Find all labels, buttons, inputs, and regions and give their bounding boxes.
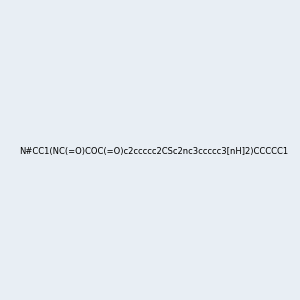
Text: N#CC1(NC(=O)COC(=O)c2ccccc2CSc2nc3ccccc3[nH]2)CCCCC1: N#CC1(NC(=O)COC(=O)c2ccccc2CSc2nc3ccccc3… bbox=[19, 147, 288, 156]
